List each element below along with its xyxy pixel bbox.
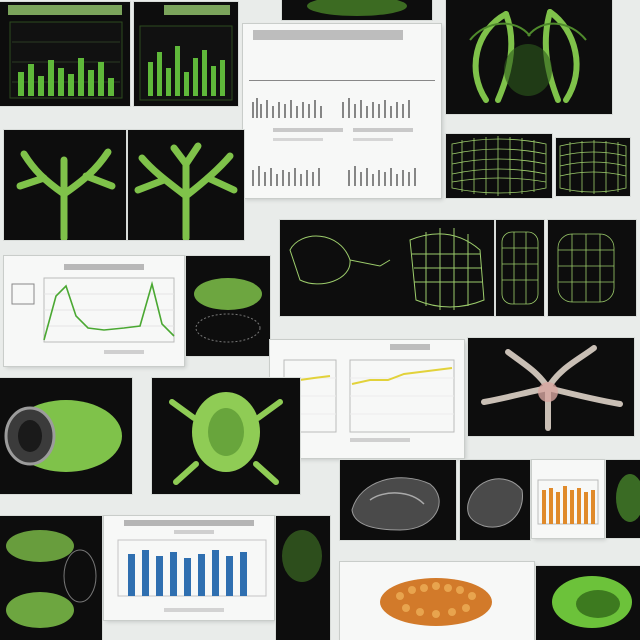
tile-gray-organic-1 xyxy=(340,460,456,540)
document-figure-icon xyxy=(249,30,435,186)
tile-line-chart-peaks xyxy=(4,256,184,366)
green-bar-chart-icon xyxy=(9,21,123,99)
tile-green-pod-cluster xyxy=(0,516,102,640)
green-bar-chart-icon xyxy=(139,25,233,101)
specimen-claw-icon xyxy=(169,392,283,485)
tile-caption-bar xyxy=(164,5,230,15)
tile-orange-bar-chart xyxy=(532,460,604,538)
bar-chart-icon xyxy=(537,479,599,525)
tile-gray-organic-2 xyxy=(460,460,530,540)
tile-orange-pod xyxy=(340,562,534,640)
organic-structure-icon xyxy=(616,474,640,522)
tile-mesh-column-2 xyxy=(548,220,636,316)
organic-structure-icon xyxy=(282,530,322,582)
tile-edge-specimen xyxy=(606,460,640,538)
tile-green-bar-chart-1 xyxy=(0,2,130,106)
wireframe-mesh-icon xyxy=(559,140,627,194)
tile-dark-specimen-narrow xyxy=(276,516,330,640)
wireframe-mesh-icon xyxy=(289,228,485,310)
wireframe-mesh-icon xyxy=(557,233,615,303)
wireframe-mesh-icon xyxy=(501,231,539,305)
branching-structure-icon xyxy=(16,148,116,240)
organic-structure-icon xyxy=(351,477,440,531)
tile-green-blob-specimen xyxy=(536,566,640,640)
tile-branching-structure-2 xyxy=(128,130,244,240)
organic-structure-icon xyxy=(467,478,523,528)
pod-specimen-icon xyxy=(194,278,262,343)
tile-green-claw-specimen xyxy=(446,0,612,114)
tile-wireframe-mesh-1 xyxy=(446,134,552,198)
wireframe-mesh-icon xyxy=(451,136,547,196)
line-chart-icon xyxy=(283,344,455,442)
tile-green-frog-specimen xyxy=(152,378,300,494)
bar-chart-icon xyxy=(117,520,267,612)
specimen-claw-icon xyxy=(469,9,587,103)
pod-specimen-icon xyxy=(552,576,632,628)
tile-branching-structure-1 xyxy=(4,130,126,240)
tile-wireframe-mesh-2 xyxy=(556,138,630,196)
tile-top-strip xyxy=(282,0,432,20)
tile-coral-branch xyxy=(468,338,634,436)
tile-pod-specimen-small xyxy=(186,256,270,356)
tile-mesh-specimen-row xyxy=(280,220,494,316)
branching-structure-icon xyxy=(134,142,238,240)
pod-specimen-icon xyxy=(6,530,97,628)
tile-blue-bar-chart xyxy=(104,516,274,620)
coral-branch-icon xyxy=(481,345,623,431)
pod-specimen-icon xyxy=(4,400,122,472)
line-chart-icon xyxy=(11,264,175,354)
tile-document-header-charts xyxy=(243,24,441,198)
specimen-strip-icon xyxy=(307,0,407,16)
pod-specimen-icon xyxy=(380,578,492,626)
tile-mesh-column-1 xyxy=(496,220,544,316)
tile-green-shell-specimen xyxy=(0,378,132,494)
tile-line-chart-yellow xyxy=(270,340,464,458)
tile-green-bar-chart-2 xyxy=(134,2,238,106)
tile-caption-bar xyxy=(8,5,122,15)
